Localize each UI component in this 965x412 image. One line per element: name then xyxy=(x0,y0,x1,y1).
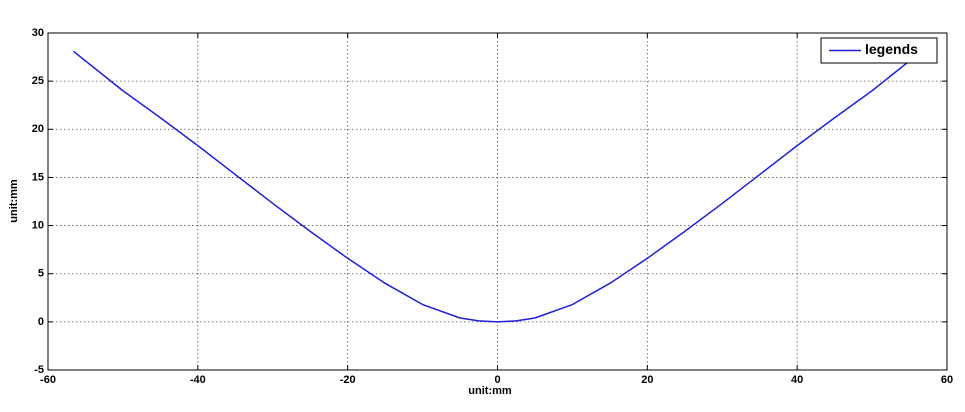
x-tick-label: 20 xyxy=(641,374,653,386)
y-tick-label: 5 xyxy=(38,268,44,280)
x-tick-label: -20 xyxy=(340,374,356,386)
legend-label: legends xyxy=(865,41,918,57)
data-line xyxy=(73,50,922,323)
x-axis-label: unit:mm xyxy=(468,385,512,397)
y-tick-label: 0 xyxy=(38,316,44,328)
x-tick-label: 0 xyxy=(494,374,500,386)
y-tick-label: 25 xyxy=(32,75,44,87)
y-axis-label: unit:mm xyxy=(8,179,20,223)
x-tick-label: 40 xyxy=(791,374,803,386)
x-tick-label: -60 xyxy=(40,374,56,386)
x-tick-label: -40 xyxy=(190,374,206,386)
y-tick-label: -5 xyxy=(34,364,44,376)
y-tick-label: 15 xyxy=(32,171,44,183)
legend-box xyxy=(820,37,938,64)
x-tick-label: 60 xyxy=(941,374,953,386)
y-tick-label: 30 xyxy=(32,27,44,39)
y-tick-label: 20 xyxy=(32,123,44,135)
plot-frame xyxy=(47,32,948,371)
y-tick-label: 10 xyxy=(32,219,44,231)
